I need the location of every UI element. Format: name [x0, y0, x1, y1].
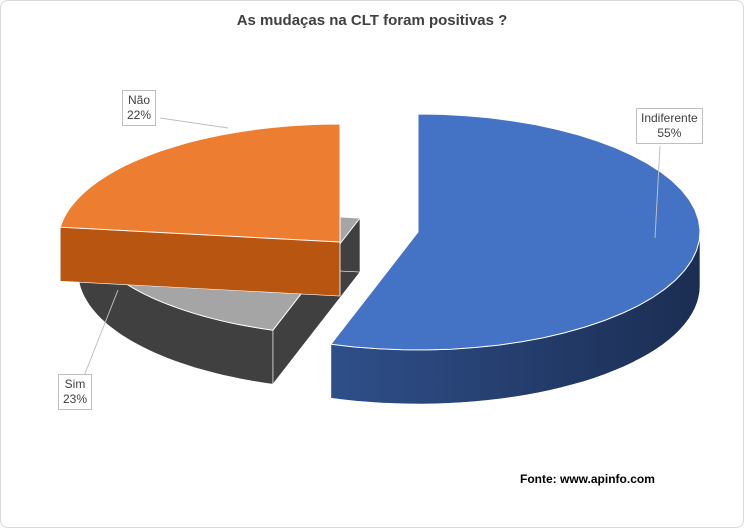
- data-label-indiferente: Indiferente 55%: [636, 108, 703, 144]
- data-label-sim: Sim 23%: [58, 374, 93, 410]
- slice-sim: [59, 123, 341, 297]
- chart-title: As mudaças na CLT foram positivas ?: [236, 12, 508, 29]
- leader-line-nao: [159, 117, 229, 129]
- data-label-nao: Não 22%: [122, 90, 157, 126]
- source-note: Fonte: www.apinfo.com: [520, 472, 655, 486]
- data-label-value: 23%: [63, 392, 88, 406]
- data-label-name: Sim: [64, 377, 86, 391]
- slice-indiferente: [329, 113, 701, 405]
- data-label-value: 22%: [127, 108, 152, 122]
- slice-sim-top: [59, 123, 341, 243]
- data-label-value: 55%: [657, 126, 682, 140]
- leader-line-indiferente: [654, 145, 661, 239]
- leader-line-sim: [83, 289, 119, 377]
- data-label-name: Indiferente: [641, 111, 698, 125]
- data-label-name: Não: [128, 93, 151, 107]
- slice-indiferente-top: [329, 113, 701, 351]
